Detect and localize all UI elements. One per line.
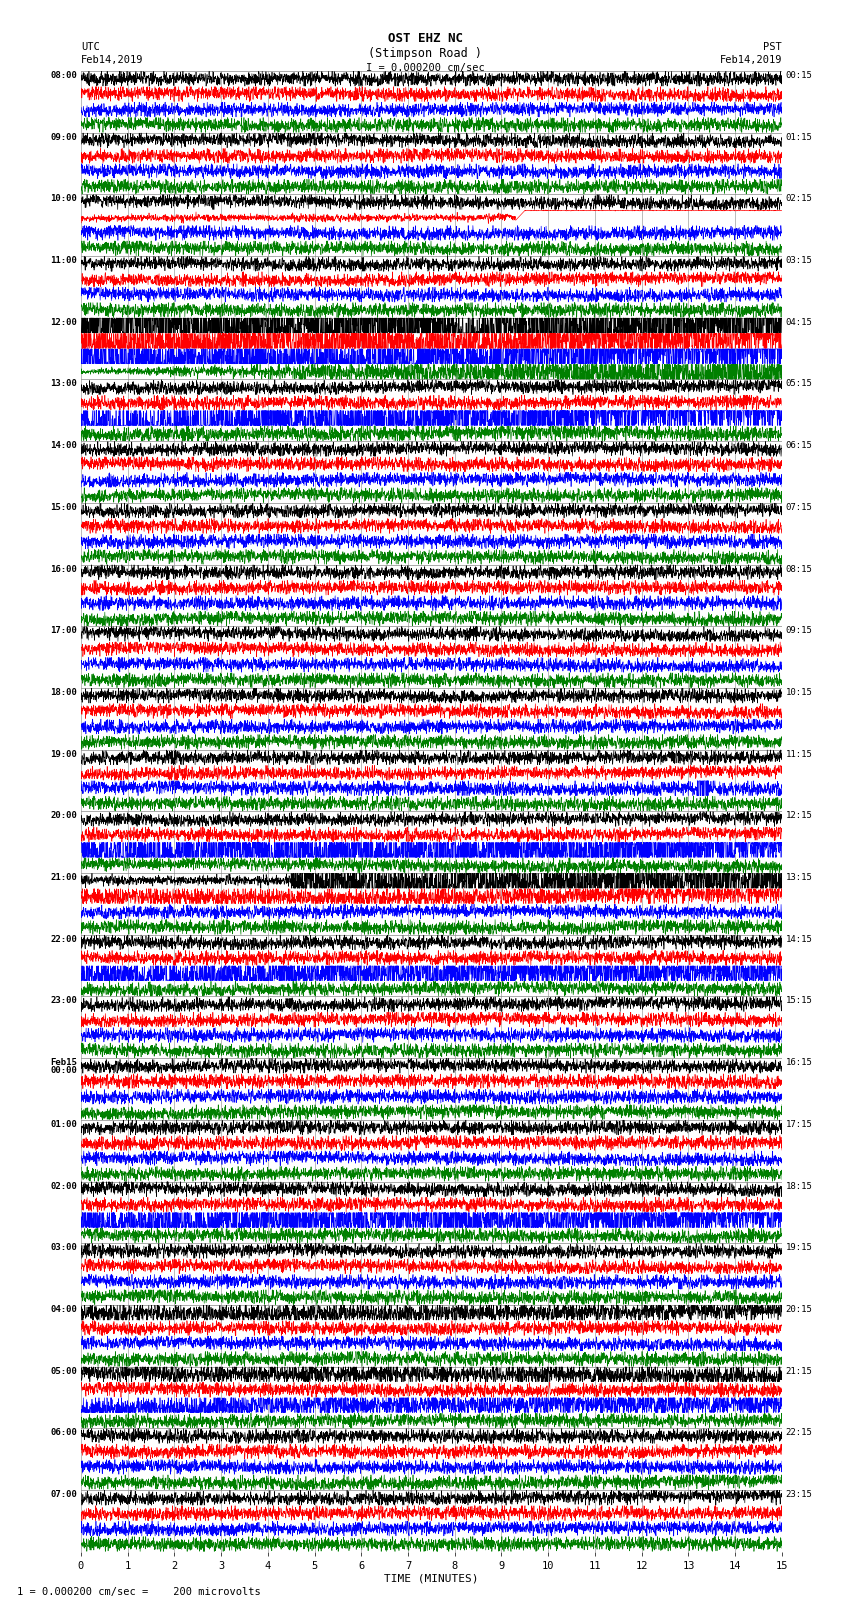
Text: 09:00: 09:00 <box>50 132 77 142</box>
Text: 08:00: 08:00 <box>50 71 77 81</box>
Text: 12:15: 12:15 <box>785 811 813 821</box>
Text: 18:00: 18:00 <box>50 689 77 697</box>
Text: 22:15: 22:15 <box>785 1429 813 1437</box>
Text: 04:00: 04:00 <box>50 1305 77 1315</box>
Text: 04:15: 04:15 <box>785 318 813 327</box>
X-axis label: TIME (MINUTES): TIME (MINUTES) <box>384 1574 479 1584</box>
Text: 17:15: 17:15 <box>785 1119 813 1129</box>
Text: 12:00: 12:00 <box>50 318 77 327</box>
Text: 01:00: 01:00 <box>50 1119 77 1129</box>
Text: 11:00: 11:00 <box>50 256 77 265</box>
Text: 16:00: 16:00 <box>50 565 77 574</box>
Text: 15:00: 15:00 <box>50 503 77 511</box>
Text: 23:15: 23:15 <box>785 1490 813 1498</box>
Text: 00:00: 00:00 <box>50 1066 77 1074</box>
Text: 03:00: 03:00 <box>50 1244 77 1252</box>
Text: 20:00: 20:00 <box>50 811 77 821</box>
Text: OST EHZ NC: OST EHZ NC <box>388 32 462 45</box>
Text: 05:15: 05:15 <box>785 379 813 389</box>
Text: 05:00: 05:00 <box>50 1366 77 1376</box>
Text: 19:00: 19:00 <box>50 750 77 758</box>
Text: 1 = 0.000200 cm/sec =    200 microvolts: 1 = 0.000200 cm/sec = 200 microvolts <box>17 1587 261 1597</box>
Text: 21:15: 21:15 <box>785 1366 813 1376</box>
Text: 20:15: 20:15 <box>785 1305 813 1315</box>
Text: Feb15: Feb15 <box>50 1058 77 1068</box>
Text: 07:15: 07:15 <box>785 503 813 511</box>
Text: 14:15: 14:15 <box>785 936 813 944</box>
Text: 23:00: 23:00 <box>50 997 77 1005</box>
Text: 22:00: 22:00 <box>50 936 77 944</box>
Text: (Stimpson Road ): (Stimpson Road ) <box>368 47 482 60</box>
Text: Feb14,2019: Feb14,2019 <box>81 55 144 65</box>
Text: 16:15: 16:15 <box>785 1058 813 1068</box>
Text: 00:15: 00:15 <box>785 71 813 81</box>
Text: 09:15: 09:15 <box>785 626 813 636</box>
Text: 01:15: 01:15 <box>785 132 813 142</box>
Text: 10:00: 10:00 <box>50 194 77 203</box>
Text: PST: PST <box>763 42 782 52</box>
Text: I = 0.000200 cm/sec: I = 0.000200 cm/sec <box>366 63 484 73</box>
Text: 03:15: 03:15 <box>785 256 813 265</box>
Text: 10:15: 10:15 <box>785 689 813 697</box>
Text: 15:15: 15:15 <box>785 997 813 1005</box>
Text: 17:00: 17:00 <box>50 626 77 636</box>
Text: Feb14,2019: Feb14,2019 <box>719 55 782 65</box>
Text: 06:15: 06:15 <box>785 442 813 450</box>
Text: 18:15: 18:15 <box>785 1181 813 1190</box>
Text: 13:00: 13:00 <box>50 379 77 389</box>
Text: UTC: UTC <box>81 42 99 52</box>
Text: 08:15: 08:15 <box>785 565 813 574</box>
Text: 14:00: 14:00 <box>50 442 77 450</box>
Text: 19:15: 19:15 <box>785 1244 813 1252</box>
Text: 02:00: 02:00 <box>50 1181 77 1190</box>
Text: 06:00: 06:00 <box>50 1429 77 1437</box>
Text: 11:15: 11:15 <box>785 750 813 758</box>
Text: 02:15: 02:15 <box>785 194 813 203</box>
Text: 07:00: 07:00 <box>50 1490 77 1498</box>
Text: 21:00: 21:00 <box>50 873 77 882</box>
Text: 13:15: 13:15 <box>785 873 813 882</box>
